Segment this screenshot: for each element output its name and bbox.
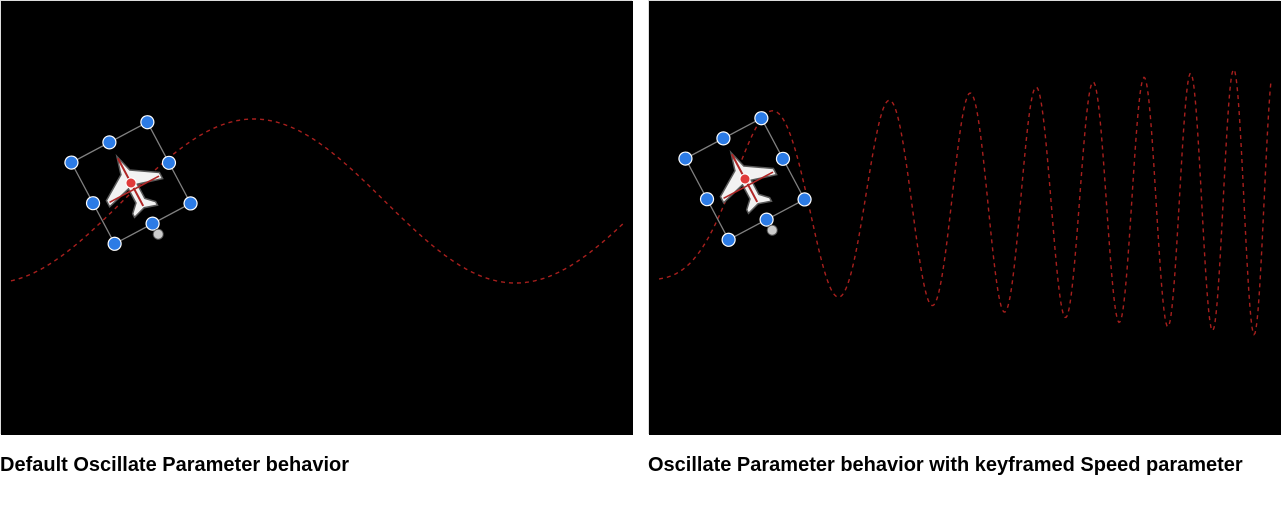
canvas-bg — [649, 1, 1281, 435]
left-canvas — [0, 0, 632, 434]
left-caption: Default Oscillate Parameter behavior — [0, 452, 632, 478]
right-canvas — [648, 0, 1280, 434]
right-panel: Oscillate Parameter behavior with keyfra… — [648, 0, 1280, 512]
comparison-figure: Default Oscillate Parameter behavior Osc… — [0, 0, 1288, 512]
canvas-bg — [1, 1, 633, 435]
left-panel: Default Oscillate Parameter behavior — [0, 0, 632, 512]
right-svg — [649, 1, 1281, 435]
left-svg — [1, 1, 633, 435]
right-caption: Oscillate Parameter behavior with keyfra… — [648, 452, 1280, 478]
